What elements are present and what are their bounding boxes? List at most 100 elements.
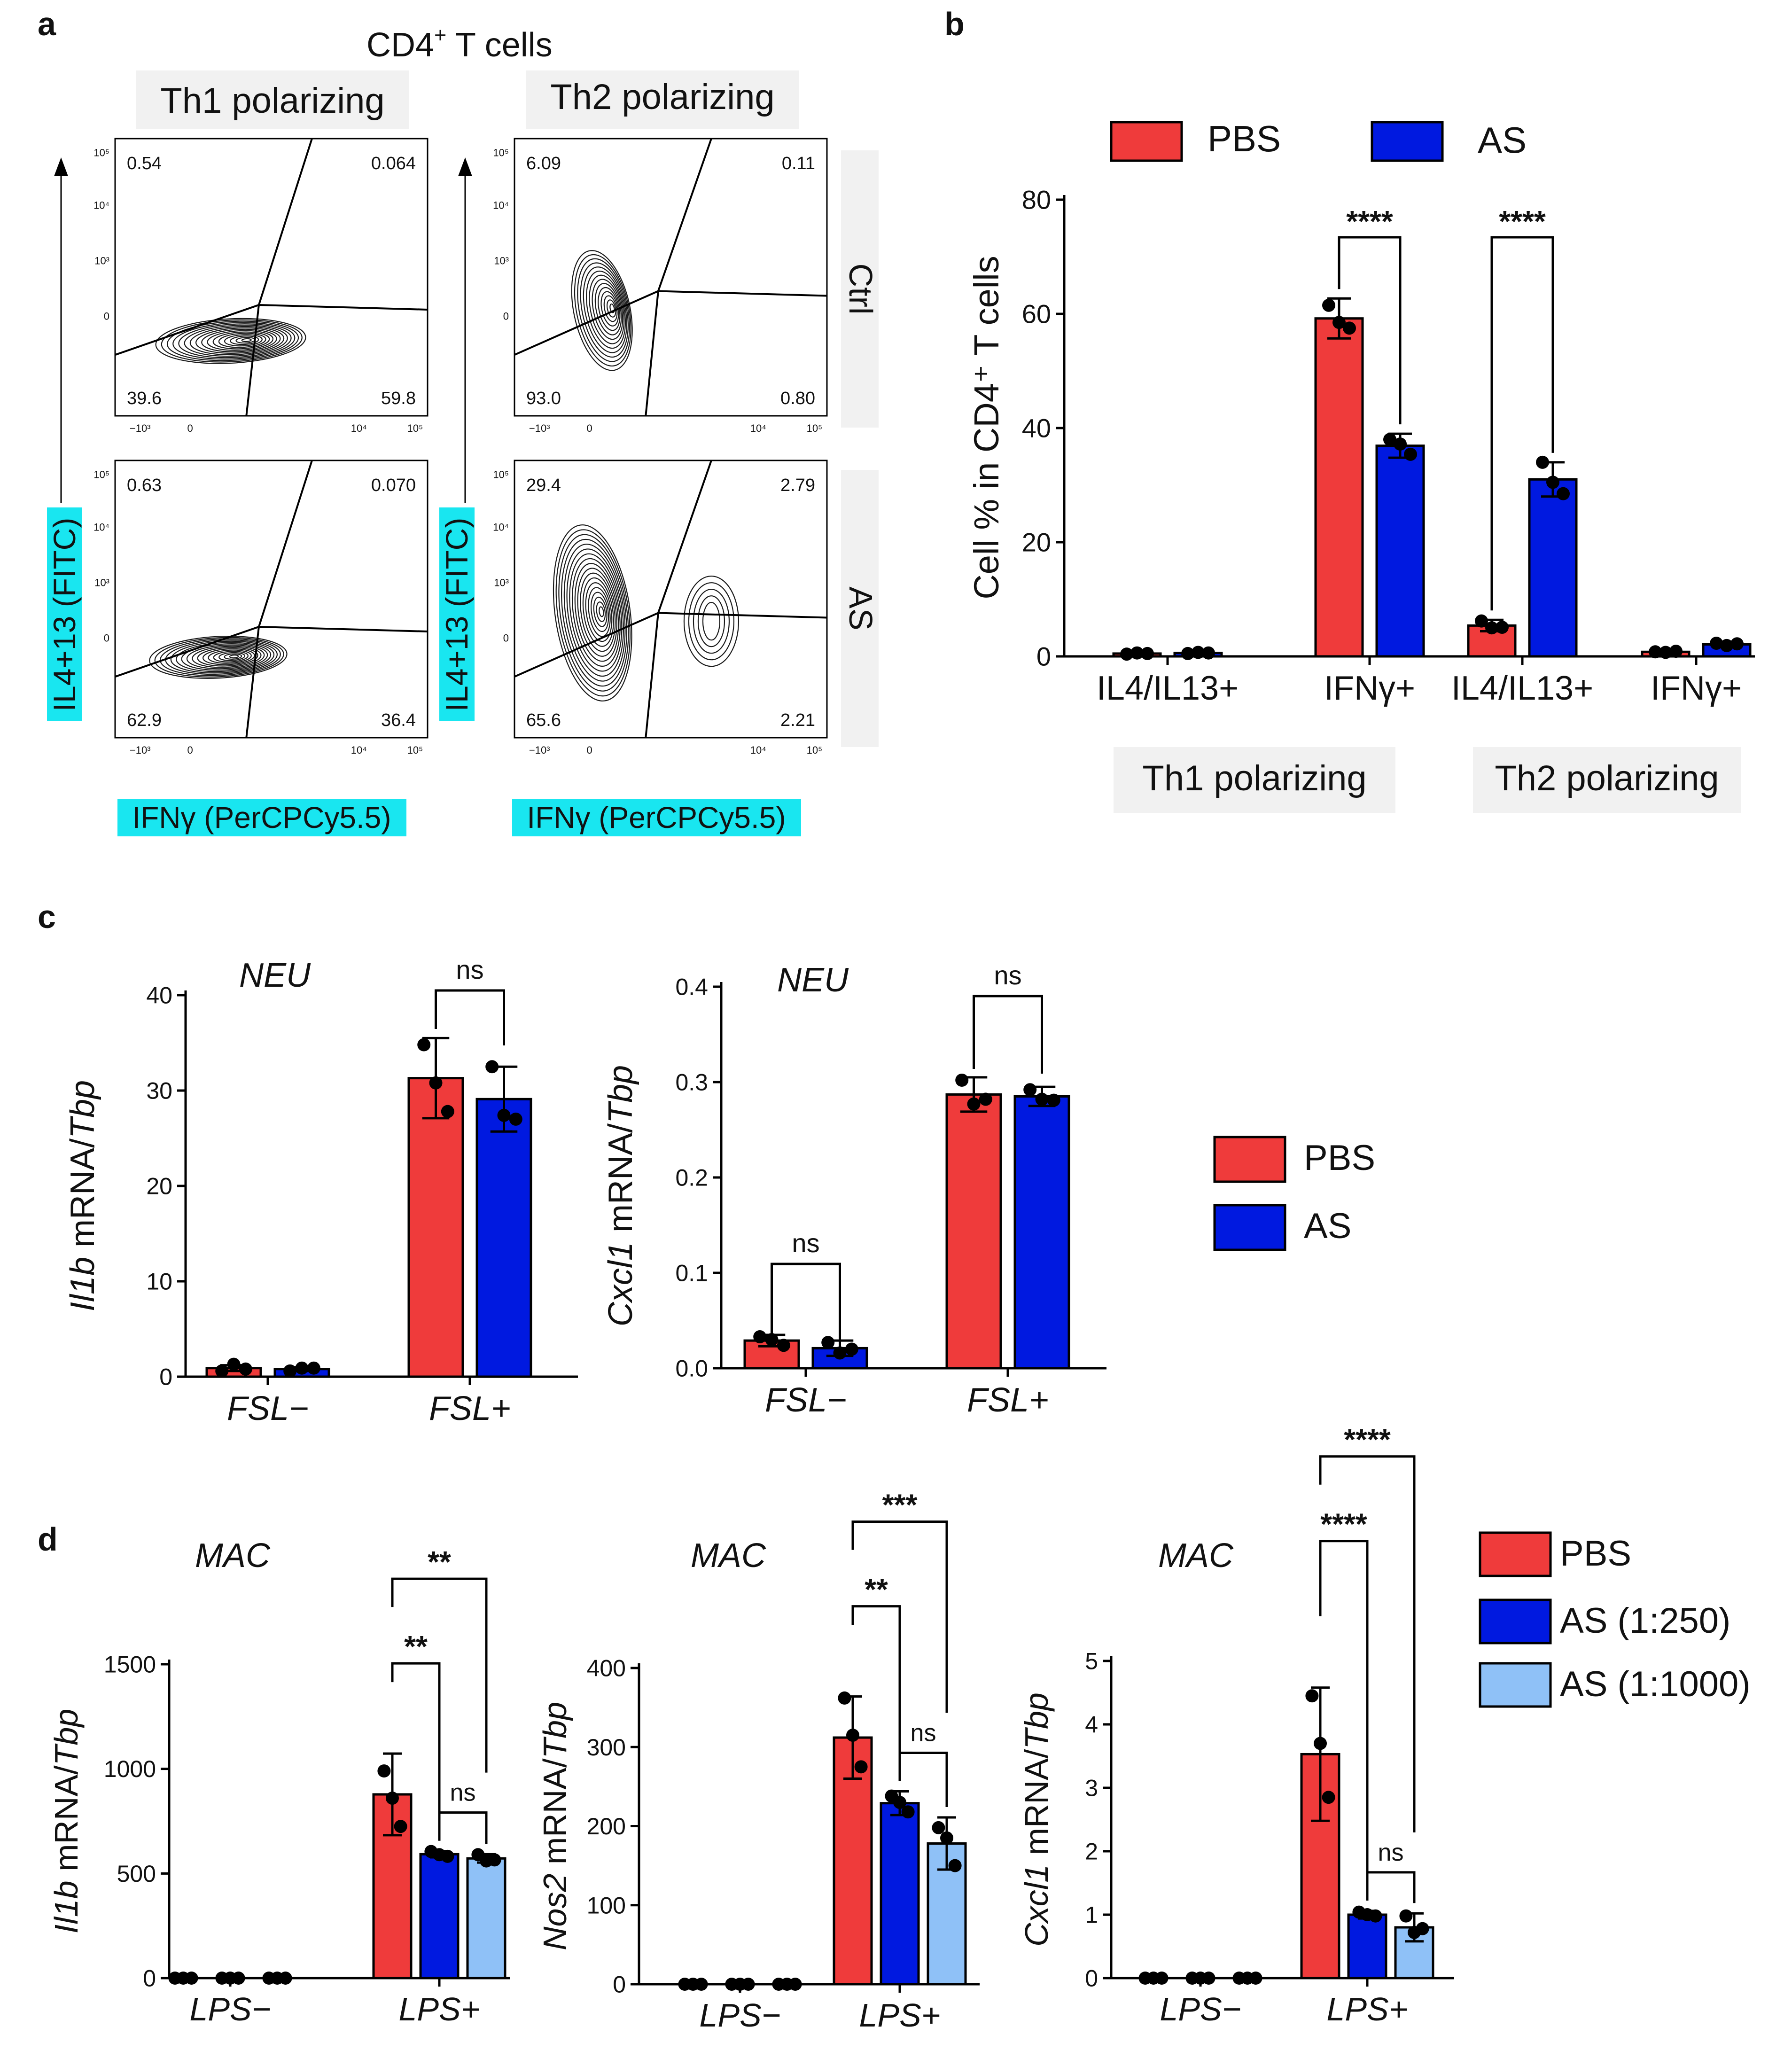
data-point	[215, 1364, 229, 1378]
y-tick-label: 10	[146, 1269, 172, 1295]
data-point	[1035, 1092, 1049, 1106]
as-row-label-box	[841, 470, 879, 747]
x-category-label: LPS−	[1160, 1991, 1241, 2027]
y-tick-label: 1500	[104, 1652, 156, 1678]
data-point	[1332, 316, 1346, 329]
y-tick-label: 60	[1022, 299, 1051, 329]
legend-swatch-pbs	[1213, 1136, 1286, 1183]
flow-y-tick: 0	[503, 311, 509, 322]
significance-bracket	[1338, 236, 1402, 425]
y-label-ref: Tbp	[1018, 1692, 1055, 1749]
flow-x-tick: −10³	[130, 422, 151, 434]
x-category-label: IFNγ+	[1651, 670, 1742, 707]
x-category-label: LPS+	[859, 1997, 940, 2034]
density-contour	[172, 322, 296, 360]
quadrant-percent-upper-right: 0.11	[782, 154, 815, 173]
data-point	[239, 1362, 252, 1376]
y-axis-label: Cell % in CD4⁺ T cells	[967, 256, 1006, 599]
quadrant-gate-vertical	[245, 138, 313, 416]
significance-bracket	[1490, 236, 1554, 611]
group-label-box	[1473, 747, 1741, 813]
data-point	[1047, 1093, 1060, 1107]
density-contour	[702, 602, 721, 641]
data-point	[821, 1336, 835, 1349]
quadrant-percent-lower-left: 39.6	[127, 389, 162, 408]
flow-x-tick: 0	[187, 744, 193, 756]
chart-title: MAC	[1158, 1537, 1234, 1575]
data-point	[1536, 455, 1549, 469]
flow-x-tick: 10⁴	[750, 744, 766, 756]
significance-bracket	[1319, 1540, 1369, 1901]
y-label-gene: Il1b	[64, 1257, 101, 1311]
density-contour	[241, 338, 252, 343]
significance-bracket	[851, 1520, 948, 1713]
panel-letter-d: d	[38, 1521, 58, 1558]
y-tick-label: 0	[613, 1972, 626, 1998]
flow-x-tick: 10⁴	[750, 422, 766, 434]
data-point	[1475, 614, 1488, 628]
x-category-label: LPS−	[189, 1991, 271, 2027]
quadrant-percent-upper-right: 2.79	[780, 475, 815, 495]
y-tick-label: 20	[1022, 528, 1051, 557]
y-tick-label: 1	[1085, 1902, 1098, 1928]
quadrant-percent-lower-right: 0.80	[780, 389, 815, 408]
flow-x-tick: −10³	[529, 422, 550, 434]
density-contour	[192, 646, 262, 668]
y-label-unit: mRNA/	[602, 1123, 639, 1242]
bar	[880, 1802, 920, 1986]
density-contour	[224, 653, 242, 660]
density-contour	[170, 640, 275, 674]
significance-bracket	[391, 1662, 441, 1841]
density-contour	[224, 334, 263, 347]
data-point	[1730, 637, 1744, 651]
y-tick-label: 4	[1085, 1712, 1098, 1738]
x-axis-label-box-right	[512, 799, 801, 836]
flow-y-tick: 10³	[494, 255, 509, 267]
legend-swatch	[1479, 1531, 1552, 1577]
data-point	[940, 1831, 953, 1845]
y-axis-label-right: IL4+13 (FITC)	[439, 518, 474, 712]
significance-label: ****	[1344, 1423, 1391, 1457]
y-tick-label: 80	[1022, 185, 1051, 215]
group-label: Th2 polarizing	[1495, 758, 1719, 798]
bar	[419, 1853, 460, 1980]
y-tick-label: 20	[146, 1173, 172, 1200]
data-point	[1404, 447, 1417, 461]
x-category-label: IL4/IL13+	[1451, 670, 1593, 707]
density-contour	[197, 647, 258, 667]
significance-label: ns	[911, 1719, 936, 1746]
legend-swatch-as	[1371, 121, 1444, 162]
data-point	[1399, 1909, 1413, 1923]
density-contour	[229, 655, 239, 659]
data-point	[485, 1060, 499, 1074]
significance-label: ns	[450, 1779, 476, 1807]
quadrant-percent-lower-left: 62.9	[127, 710, 162, 730]
y-tick-label: 2	[1085, 1839, 1098, 1865]
density-contour	[208, 649, 252, 664]
data-point	[1496, 621, 1509, 634]
bar	[1528, 478, 1578, 658]
y-axis-label: Il1b mRNA/Tbp	[64, 1080, 101, 1311]
flow-y-tick: 10⁵	[93, 147, 109, 159]
density-contour	[154, 637, 284, 678]
data-point	[979, 1092, 992, 1106]
significance-label: **	[428, 1545, 451, 1579]
density-contour	[195, 327, 281, 354]
th2-column-label: Th2 polarizing	[550, 77, 774, 117]
significance-bracket	[391, 1577, 488, 1773]
flow-y-tick: 10⁵	[93, 469, 109, 481]
x-axis-label-right: IFNγ (PerCPCy5.5)	[527, 801, 786, 834]
y-axis-label-box-left	[47, 507, 82, 721]
bar	[1013, 1095, 1070, 1370]
significance-bracket	[1319, 1455, 1416, 1832]
y-tick-label: 1000	[104, 1756, 156, 1782]
data-point	[227, 1357, 241, 1371]
x-axis-label-box-left	[117, 799, 406, 836]
x-category-label: FSL+	[967, 1381, 1049, 1419]
y-tick-label: 0.3	[675, 1069, 708, 1096]
data-point	[386, 1792, 399, 1805]
quadrant-percent-lower-right: 59.8	[381, 389, 416, 408]
density-contour	[161, 319, 303, 363]
density-contour	[697, 595, 725, 647]
